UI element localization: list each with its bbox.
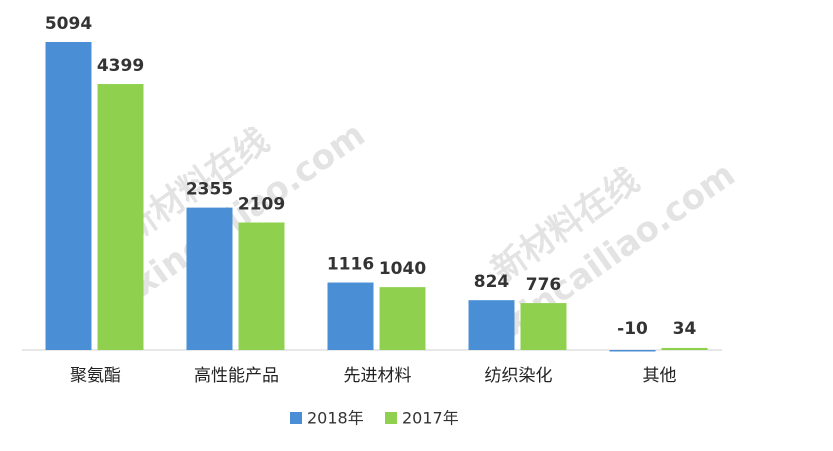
bar (520, 303, 567, 350)
bar (327, 282, 374, 350)
data-label: 2109 (238, 194, 285, 214)
x-tick-label: 先进材料 (344, 366, 412, 386)
x-tick-label: 其他 (643, 366, 677, 386)
data-label: 4399 (97, 56, 144, 76)
data-label: 824 (474, 272, 510, 292)
bar (379, 287, 426, 350)
x-tick-label: 纺织染化 (485, 366, 553, 386)
x-tick-label: 聚氨酯 (70, 366, 121, 386)
data-label: 1116 (327, 255, 374, 275)
data-label: 776 (526, 275, 562, 295)
bar (238, 222, 285, 350)
legend-swatch (290, 412, 302, 424)
x-tick-label: 高性能产品 (194, 366, 279, 386)
bar (609, 350, 656, 352)
data-label: 34 (673, 319, 697, 339)
data-label: 1040 (379, 259, 426, 279)
legend-label: 2017年 (402, 409, 459, 428)
bar (186, 207, 233, 350)
legend-swatch (385, 412, 397, 424)
bar (97, 84, 144, 351)
data-label: 2355 (186, 180, 233, 200)
legend-label: 2018年 (307, 409, 364, 428)
bar (468, 300, 515, 350)
bar (45, 42, 92, 350)
data-label: -10 (617, 319, 648, 339)
bar (661, 347, 708, 350)
data-label: 5094 (45, 14, 92, 34)
